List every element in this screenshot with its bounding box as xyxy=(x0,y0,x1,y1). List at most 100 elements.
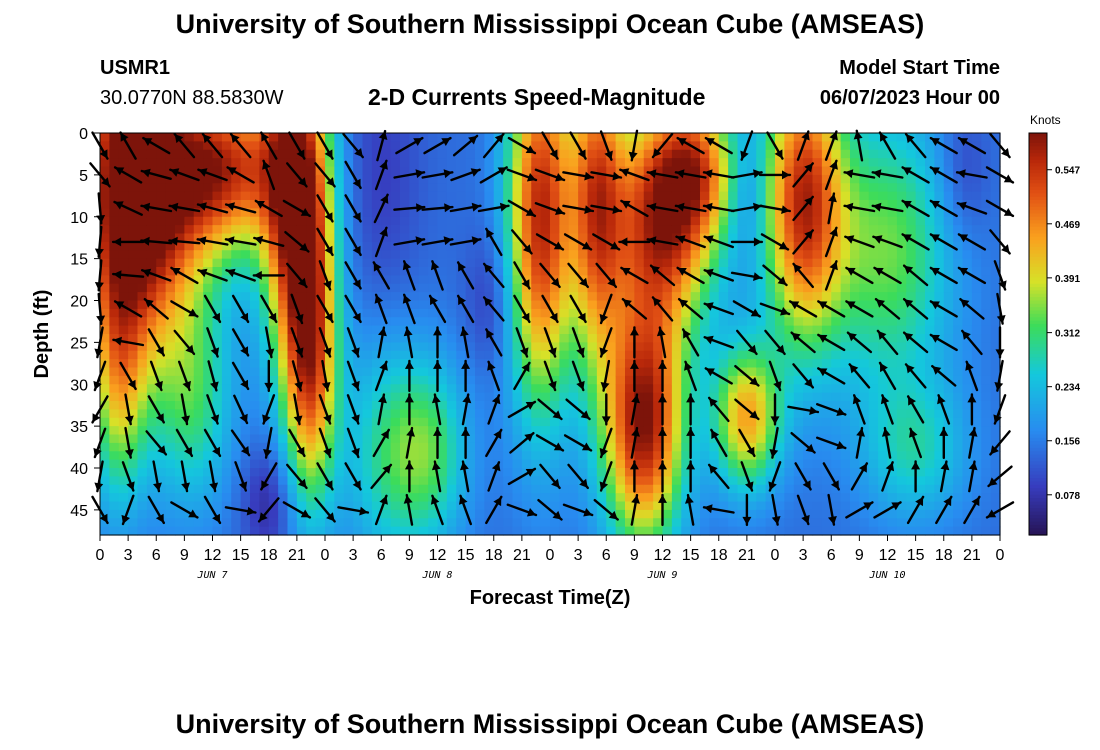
vector-head xyxy=(93,380,102,390)
heatmap-cell xyxy=(109,409,120,419)
heatmap-cell xyxy=(812,501,823,511)
heatmap-cell xyxy=(681,250,692,260)
heatmap-cell xyxy=(718,518,729,528)
heatmap-cell xyxy=(850,493,860,503)
heatmap-cell xyxy=(250,375,260,385)
heatmap-cell xyxy=(493,501,504,511)
heatmap-cell xyxy=(118,325,129,335)
heatmap-cell xyxy=(765,200,776,209)
heatmap-cell xyxy=(137,334,148,343)
heatmap-cell xyxy=(184,308,195,318)
heatmap-cell xyxy=(896,392,907,402)
heatmap-cell xyxy=(896,451,907,461)
heatmap-cell xyxy=(981,451,992,461)
heatmap-cell xyxy=(953,451,964,461)
heatmap-cell xyxy=(587,183,598,193)
heatmap-cell xyxy=(709,250,720,260)
heatmap-cell xyxy=(906,183,917,193)
heatmap-cell xyxy=(315,401,326,410)
heatmap-cell xyxy=(100,509,110,519)
heatmap-cell xyxy=(184,526,195,536)
heatmap-cell xyxy=(475,434,485,444)
heatmap-cell xyxy=(700,216,710,226)
heatmap-cell xyxy=(156,258,167,268)
heatmap-cell xyxy=(334,442,345,452)
vector-head xyxy=(324,245,333,255)
heatmap-cell xyxy=(212,484,223,494)
heatmap-cell xyxy=(503,359,514,369)
heatmap-cell xyxy=(803,350,814,360)
heatmap-cell xyxy=(971,267,982,276)
vector-head xyxy=(181,415,190,425)
heatmap-cell xyxy=(737,384,748,394)
heatmap-cell xyxy=(371,417,382,427)
heatmap-cell xyxy=(953,342,964,352)
heatmap-cell xyxy=(850,158,860,168)
heatmap-cell xyxy=(456,342,467,352)
heatmap-cell xyxy=(606,258,617,268)
heatmap-cell xyxy=(156,434,167,444)
heatmap-cell xyxy=(371,216,382,226)
heatmap-cell xyxy=(953,149,964,159)
heatmap-cell xyxy=(437,275,448,285)
heatmap-cell xyxy=(925,359,935,369)
heatmap-cell xyxy=(643,434,654,444)
heatmap-cell xyxy=(156,375,167,385)
heatmap-cell xyxy=(943,292,954,302)
heatmap-cell xyxy=(671,401,682,410)
heatmap-cell xyxy=(681,417,692,427)
heatmap-cell xyxy=(465,392,476,402)
heatmap-cell xyxy=(334,501,345,511)
heatmap-cell xyxy=(681,233,692,243)
heatmap-cell xyxy=(803,258,814,268)
heatmap-cell xyxy=(259,501,270,511)
heatmap-cell xyxy=(128,526,139,536)
vector-head xyxy=(255,200,265,209)
heatmap-cell xyxy=(212,149,223,159)
heatmap-cell xyxy=(971,174,982,184)
heatmap-cell xyxy=(250,526,260,536)
heatmap-cell xyxy=(840,216,851,226)
heatmap-cell xyxy=(765,216,776,226)
heatmap-cell xyxy=(315,484,326,494)
vector-head xyxy=(153,482,162,492)
heatmap-cell xyxy=(456,191,467,201)
heatmap-cell xyxy=(840,417,851,427)
heatmap-cell xyxy=(287,518,298,528)
heatmap-cell xyxy=(971,133,982,142)
heatmap-cell xyxy=(165,526,176,536)
heatmap-cell xyxy=(146,501,157,511)
heatmap-cell xyxy=(728,359,739,369)
heatmap-cell xyxy=(671,241,682,251)
heatmap-cell xyxy=(971,442,982,452)
heatmap-cell xyxy=(503,493,514,503)
heatmap-cell xyxy=(971,417,982,427)
heatmap-cell xyxy=(934,225,945,235)
heatmap-cell xyxy=(868,250,879,260)
heatmap-cell xyxy=(925,442,935,452)
heatmap-cell xyxy=(934,384,945,394)
heatmap-cell xyxy=(128,434,139,444)
heatmap-cell xyxy=(821,459,832,469)
heatmap-cell xyxy=(381,442,392,452)
current-vector xyxy=(282,199,312,218)
heatmap-cell xyxy=(175,468,185,477)
heatmap-cell xyxy=(915,493,926,503)
heatmap-cell xyxy=(306,334,317,343)
heatmap-cell xyxy=(418,392,429,402)
heatmap-cell xyxy=(906,208,917,218)
heatmap-cell xyxy=(625,459,635,469)
heatmap-cell xyxy=(850,241,860,251)
heatmap-cell xyxy=(671,258,682,268)
heatmap-cell xyxy=(137,208,148,218)
heatmap-cell xyxy=(878,166,889,176)
heatmap-cell xyxy=(709,258,720,268)
heatmap-cell xyxy=(306,225,317,235)
heatmap-cell xyxy=(325,141,335,151)
vector-head xyxy=(226,202,235,211)
heatmap-cell xyxy=(325,442,335,452)
vector-head xyxy=(379,227,388,237)
heatmap-cell xyxy=(193,392,204,402)
heatmap-cell xyxy=(887,493,898,503)
heatmap-cell xyxy=(793,133,804,142)
